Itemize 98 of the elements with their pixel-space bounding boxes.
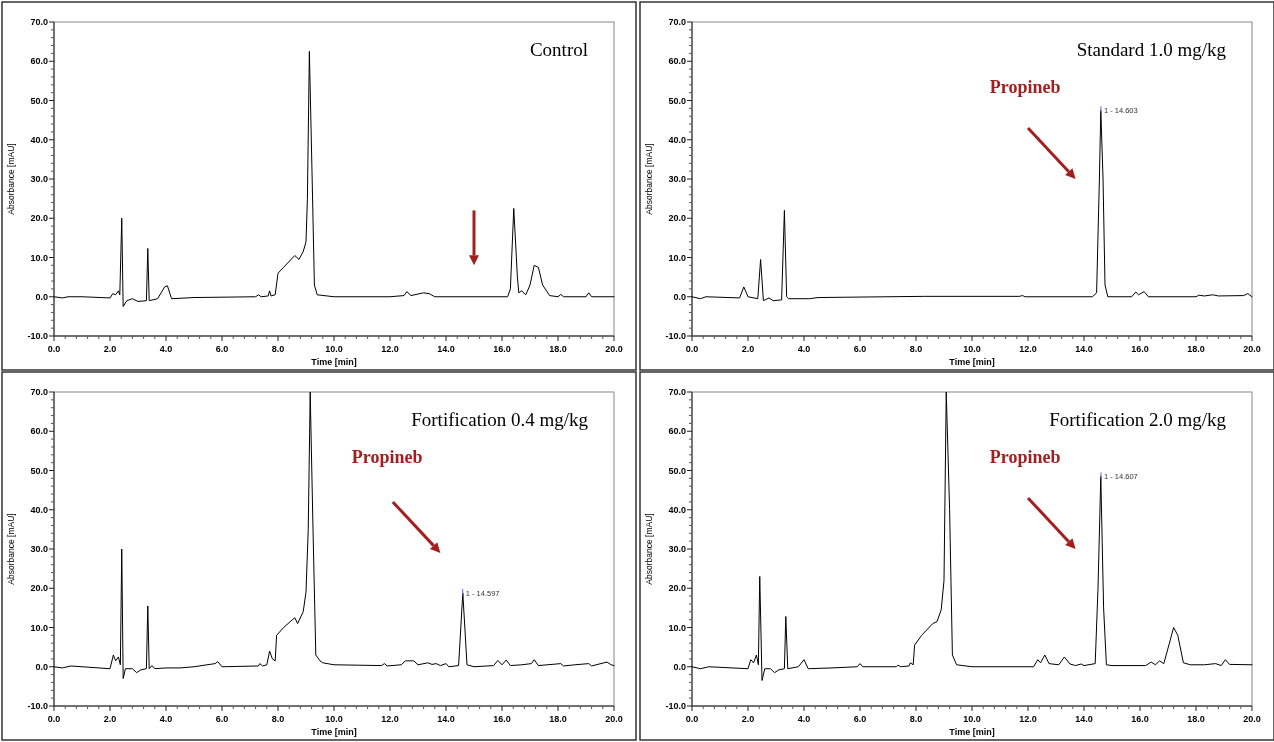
y-axis-title: Absorbance [mAU] <box>644 513 654 585</box>
x-tick-label: 12.0 <box>381 344 399 354</box>
x-tick-label: 0.0 <box>47 344 61 354</box>
x-axis-title: Time [min] <box>949 357 995 367</box>
x-tick-label: 16.0 <box>1131 714 1149 724</box>
y-tick-label: 30.0 <box>30 174 48 184</box>
y-tick-label: -10.0 <box>665 331 686 341</box>
y-tick-label: 10.0 <box>668 252 686 263</box>
y-tick-label: 50.0 <box>668 95 686 106</box>
y-tick-label: 30.0 <box>668 544 686 554</box>
x-tick-label: 8.0 <box>271 714 285 724</box>
line-series <box>691 109 1253 302</box>
line-series <box>53 391 615 680</box>
x-tick-label: 14.0 <box>1075 714 1093 724</box>
y-tick-label: 20.0 <box>30 583 48 594</box>
y-tick-label: 70.0 <box>668 387 686 397</box>
x-tick-label: 0.0 <box>685 714 699 724</box>
y-tick-label: 10.0 <box>668 622 686 633</box>
x-tick-label: 4.0 <box>159 714 173 724</box>
x-tick-label: 2.0 <box>103 344 117 354</box>
y-tick-label: 70.0 <box>668 17 686 27</box>
x-tick-label: 10.0 <box>963 344 981 354</box>
text: Control <box>529 39 588 60</box>
y-axis-title: Absorbance [mAU] <box>644 143 654 215</box>
y-tick-label: 60.0 <box>668 426 686 437</box>
x-tick-label: 8.0 <box>909 714 923 724</box>
x-tick-label: 2.0 <box>741 714 755 724</box>
x-tick-label: 20.0 <box>1243 714 1261 724</box>
x-tick-label: 8.0 <box>909 344 923 354</box>
x-tick-label: 18.0 <box>1187 714 1205 724</box>
x-tick-label: 0.0 <box>47 714 61 724</box>
x-tick-label: 4.0 <box>159 344 173 354</box>
x-tick-label: 10.0 <box>963 714 981 724</box>
y-tick-label: 30.0 <box>668 174 686 184</box>
x-tick-label: 12.0 <box>1019 714 1037 724</box>
x-tick-label: 20.0 <box>605 344 623 354</box>
x-tick-label: 6.0 <box>215 344 229 354</box>
x-tick-label: 14.0 <box>437 344 455 354</box>
x-tick-label: 16.0 <box>493 714 511 724</box>
x-tick-label: 18.0 <box>1187 344 1205 354</box>
y-axis-title: Absorbance [mAU] <box>6 143 16 215</box>
y-tick-label: 40.0 <box>30 134 48 145</box>
y-tick-label: 20.0 <box>668 213 686 224</box>
y-tick-label: 10.0 <box>30 622 48 633</box>
x-tick-label: 12.0 <box>381 714 399 724</box>
y-tick-label: 40.0 <box>30 504 48 515</box>
x-tick-label: 12.0 <box>1019 344 1037 354</box>
x-tick-label: 4.0 <box>797 714 811 724</box>
x-tick-label: 0.0 <box>685 344 699 354</box>
y-tick-label: 0.0 <box>35 291 48 302</box>
x-axis-title: Time [min] <box>311 727 357 737</box>
y-tick-label: -10.0 <box>27 701 48 711</box>
x-tick-label: 4.0 <box>797 344 811 354</box>
x-tick-label: 16.0 <box>1131 344 1149 354</box>
annotation: Propineb <box>989 446 1061 467</box>
y-tick-label: 60.0 <box>668 56 686 67</box>
annotation: Propineb <box>989 76 1061 97</box>
x-tick-label: 10.0 <box>325 344 343 354</box>
x-tick-label: 8.0 <box>271 344 285 354</box>
y-tick-label: -10.0 <box>665 701 686 711</box>
text: Fortification 0.4 mg/kg <box>411 409 589 430</box>
y-tick-label: -10.0 <box>27 331 48 341</box>
x-axis-title: Time [min] <box>949 727 995 737</box>
y-tick-label: 50.0 <box>30 95 48 106</box>
x-tick-label: 16.0 <box>493 344 511 354</box>
y-tick-label: 20.0 <box>30 213 48 224</box>
x-tick-label: 6.0 <box>853 714 867 724</box>
x-tick-label: 2.0 <box>741 344 755 354</box>
y-tick-label: 0.0 <box>673 661 686 672</box>
y-tick-label: 30.0 <box>30 544 48 554</box>
x-tick-label: 6.0 <box>853 344 867 354</box>
line-series <box>691 391 1253 681</box>
y-tick-label: 10.0 <box>30 252 48 263</box>
text: Fortification 2.0 mg/kg <box>1049 409 1227 430</box>
y-tick-label: 70.0 <box>30 387 48 397</box>
x-tick-label: 20.0 <box>1243 344 1261 354</box>
x-tick-label: 18.0 <box>549 714 567 724</box>
x-tick-label: 18.0 <box>549 344 567 354</box>
x-tick-label: 2.0 <box>103 714 117 724</box>
y-tick-label: 20.0 <box>668 583 686 594</box>
x-axis-title: Time [min] <box>311 357 357 367</box>
annotation: Propineb <box>351 446 423 467</box>
y-tick-label: 40.0 <box>668 504 686 515</box>
y-tick-label: 0.0 <box>673 291 686 302</box>
y-tick-label: 50.0 <box>668 465 686 476</box>
x-tick-label: 10.0 <box>325 714 343 724</box>
y-axis-title: Absorbance [mAU] <box>6 513 16 585</box>
y-tick-label: 60.0 <box>30 56 48 67</box>
y-tick-label: 50.0 <box>30 465 48 476</box>
y-tick-label: 60.0 <box>30 426 48 437</box>
x-tick-label: 6.0 <box>215 714 229 724</box>
y-tick-label: 70.0 <box>30 17 48 27</box>
text: Standard 1.0 mg/kg <box>1076 39 1227 60</box>
y-tick-label: 40.0 <box>668 134 686 145</box>
y-tick-label: 0.0 <box>35 661 48 672</box>
x-tick-label: 14.0 <box>437 714 455 724</box>
x-tick-label: 14.0 <box>1075 344 1093 354</box>
x-tick-label: 20.0 <box>605 714 623 724</box>
